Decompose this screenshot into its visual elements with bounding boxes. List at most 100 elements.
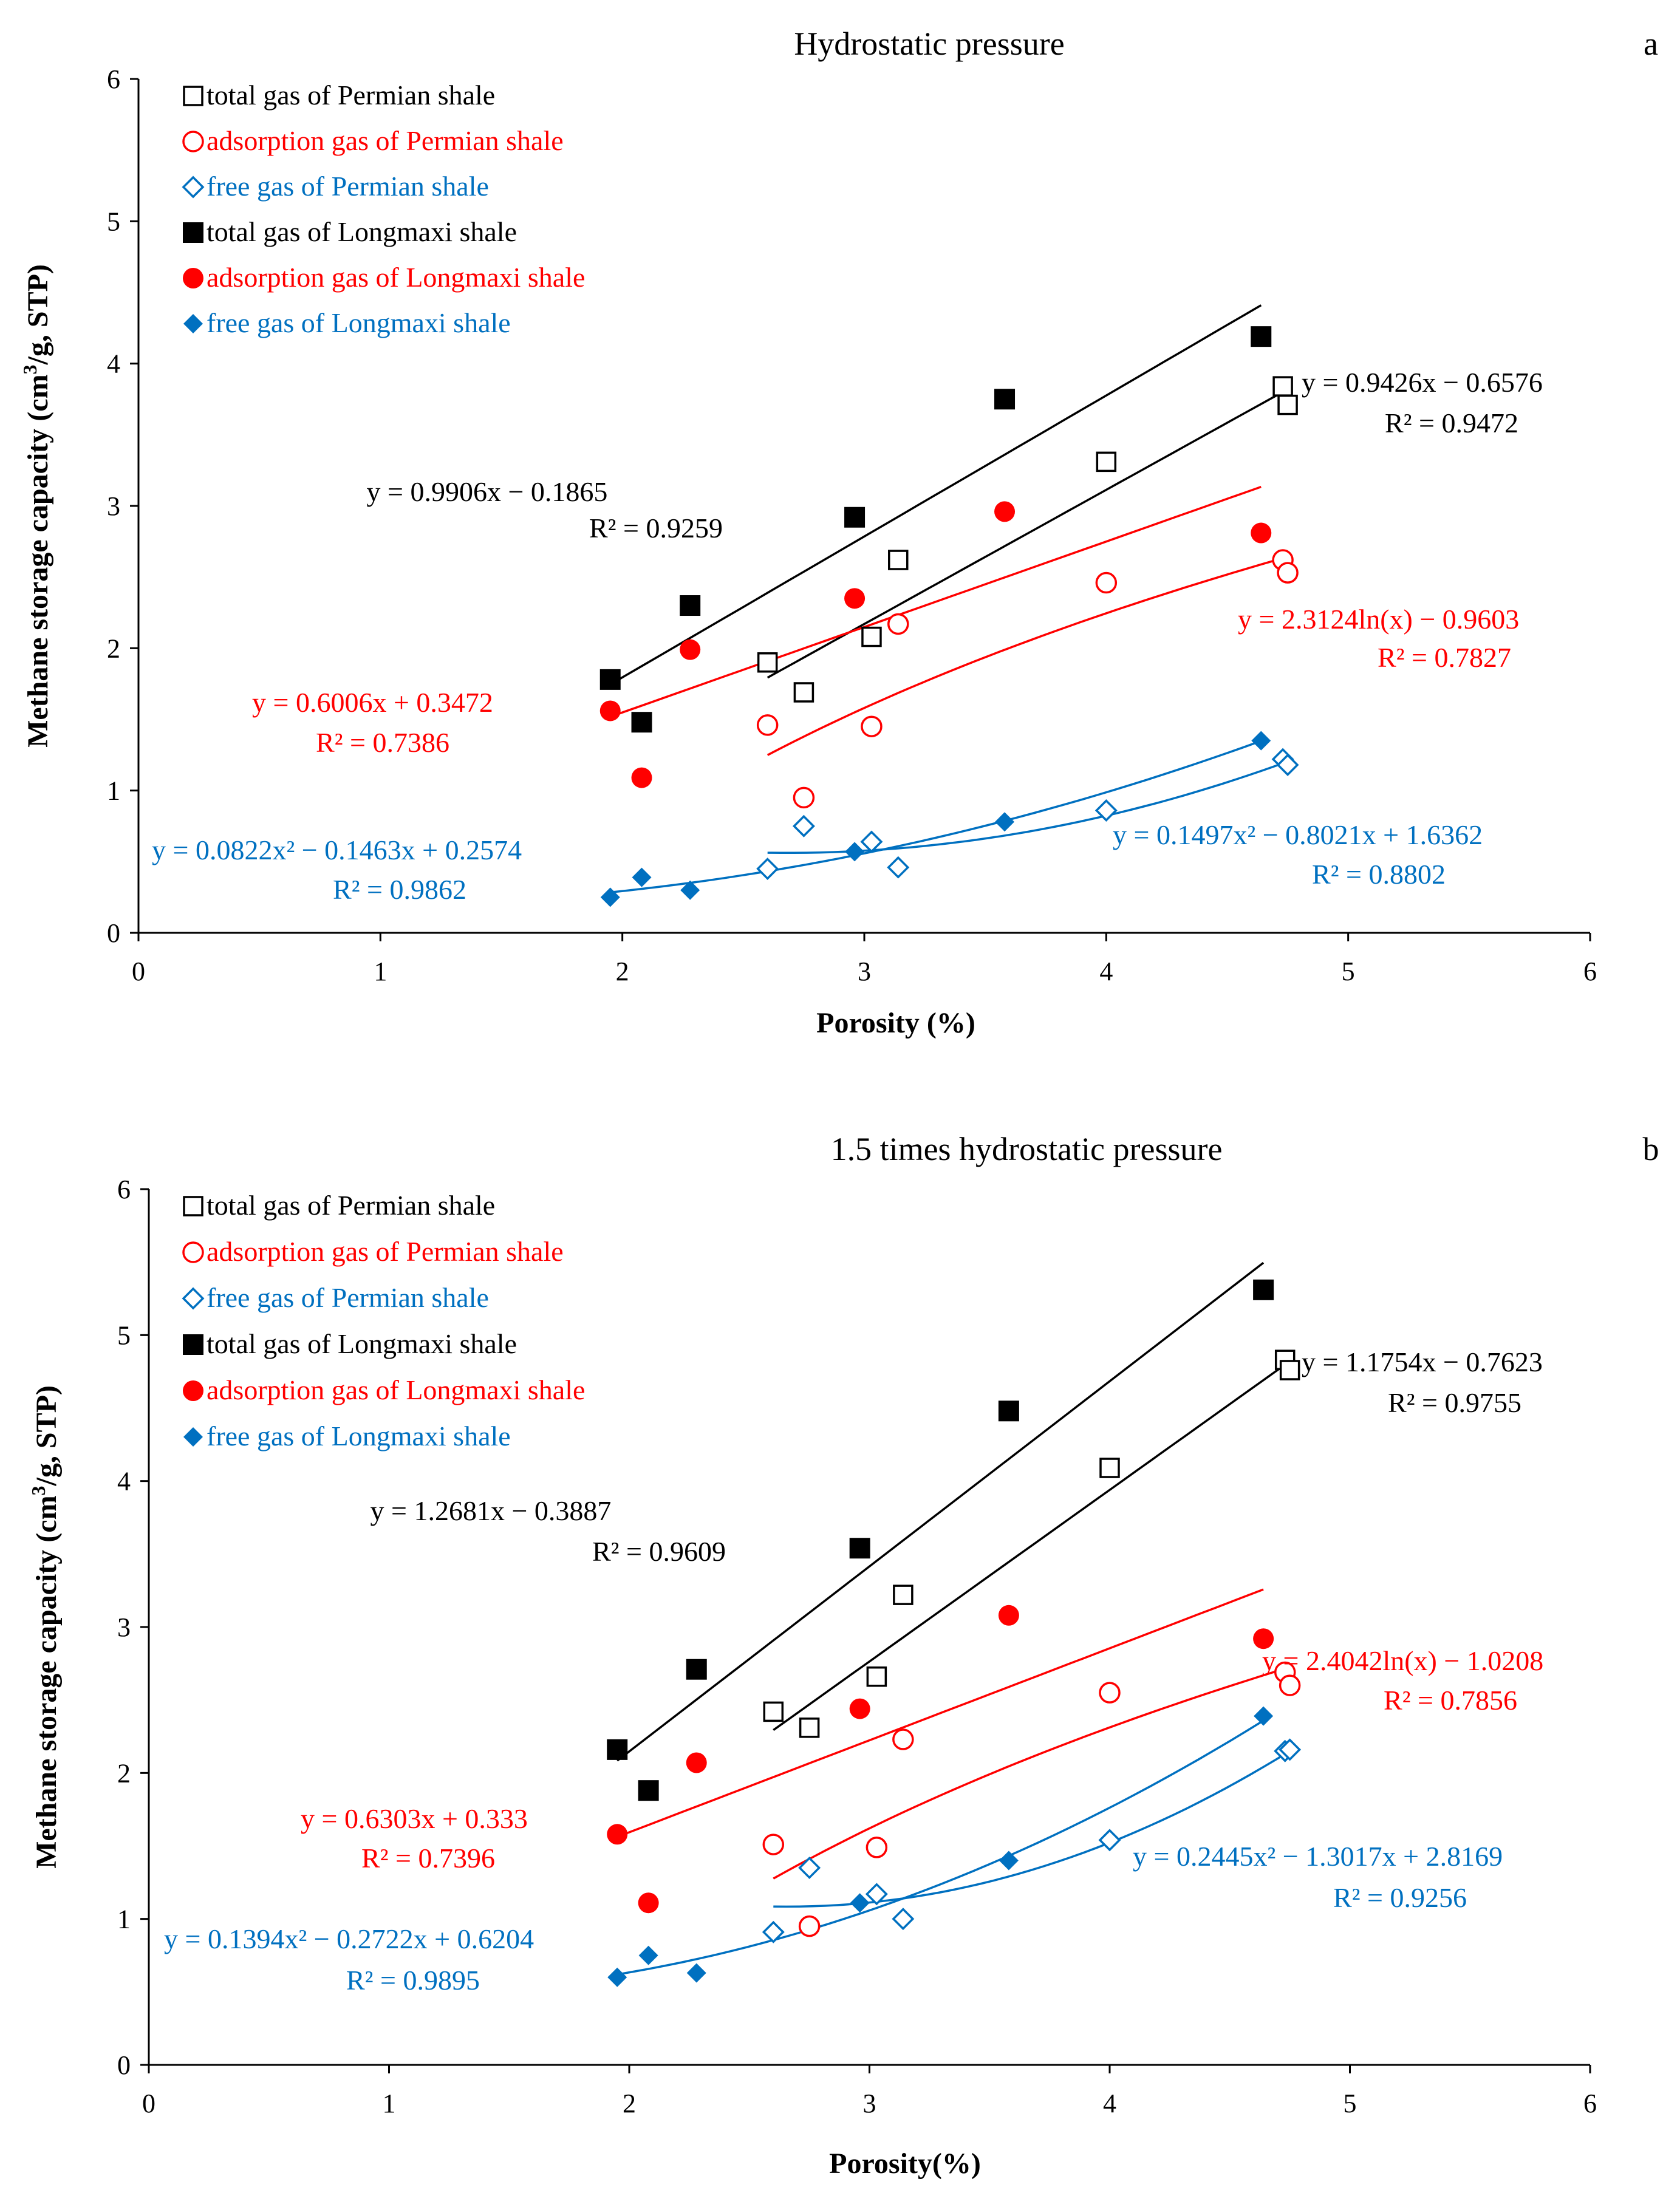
- fit-r-squared: R² = 0.7396: [361, 1843, 495, 1874]
- series-1: [762, 1661, 1301, 1937]
- series-1: [756, 549, 1299, 809]
- series-2: [762, 1738, 1302, 1943]
- y-tick-label: 6: [117, 1175, 131, 1204]
- data-point: [631, 712, 652, 733]
- series-0: [763, 1349, 1300, 1738]
- series-2: [756, 748, 1299, 881]
- data-point: [792, 814, 815, 837]
- y-axis-label: Methane storage capacity (cm3/g, STP): [19, 264, 54, 748]
- data-point: [1251, 522, 1272, 544]
- data-point: [632, 867, 652, 887]
- data-point: [1279, 1674, 1301, 1696]
- legend-label: adsorption gas of Longmaxi shale: [207, 262, 585, 293]
- legend-label: total gas of Permian shale: [207, 80, 495, 111]
- x-tick-label: 5: [1342, 957, 1355, 986]
- x-tick-label: 6: [1583, 957, 1597, 986]
- data-point: [1272, 376, 1293, 397]
- y-tick-label: 5: [107, 206, 120, 236]
- data-point: [680, 595, 701, 616]
- trendline: [616, 1588, 1264, 1838]
- data-point: [1254, 1706, 1274, 1726]
- y-tick-label: 4: [107, 349, 120, 379]
- data-point: [994, 501, 1016, 522]
- data-point: [762, 1920, 785, 1943]
- x-tick-label: 0: [132, 957, 145, 986]
- series-5: [607, 1706, 1274, 1987]
- series-0: [757, 376, 1298, 703]
- data-point: [1279, 1360, 1300, 1380]
- fit-equation: y = 0.2445x² − 1.3017x + 2.8169: [1133, 1841, 1503, 1872]
- data-point: [849, 1538, 870, 1559]
- data-point: [798, 1915, 821, 1937]
- legend-label: adsorption gas of Longmaxi shale: [207, 1374, 585, 1405]
- x-axis-label: Porosity (%): [816, 1007, 975, 1039]
- legend-marker: [182, 131, 204, 152]
- data-point: [866, 1837, 888, 1858]
- data-point: [1253, 1628, 1274, 1649]
- fit-r-squared: R² = 0.9755: [1388, 1387, 1521, 1418]
- y-tick-label: 2: [107, 633, 120, 663]
- x-tick-label: 2: [616, 957, 629, 986]
- y-tick-label: 1: [117, 1905, 131, 1934]
- fit-equation: y = 1.2681x − 0.3887: [370, 1495, 612, 1526]
- data-point: [631, 767, 652, 788]
- data-point: [599, 669, 621, 690]
- data-point: [793, 786, 815, 809]
- data-point: [844, 588, 866, 609]
- fit-equation: y = 0.1497x² − 0.8021x + 1.6362: [1113, 819, 1483, 850]
- data-point: [799, 1718, 820, 1738]
- trendline: [616, 1261, 1265, 1762]
- y-tick-label: 3: [107, 491, 120, 521]
- data-point: [1096, 451, 1117, 472]
- data-point: [995, 812, 1015, 832]
- legend-marker: [183, 314, 203, 333]
- fit-r-squared: R² = 0.8802: [1312, 859, 1446, 890]
- trendline: [616, 1719, 1265, 1976]
- data-point: [607, 1824, 628, 1845]
- data-point: [1099, 1682, 1121, 1704]
- y-axis-label: Methane storage capacity (cm3/g, STP): [27, 1385, 63, 1869]
- y-tick-label: 0: [107, 918, 120, 948]
- y-axis-label-part: Methane storage capacity (cm: [30, 1495, 63, 1868]
- series-3: [607, 1279, 1274, 1801]
- data-point: [866, 1666, 887, 1687]
- series-4: [607, 1605, 1274, 1914]
- data-point: [798, 1857, 821, 1880]
- x-tick-label: 5: [1344, 2089, 1357, 2118]
- fit-r-squared: R² = 0.9259: [589, 513, 723, 544]
- x-tick-label: 1: [374, 957, 387, 986]
- data-point: [1279, 1738, 1302, 1761]
- legend-label: adsorption gas of Permian shale: [207, 1236, 564, 1267]
- fit-r-squared: R² = 0.7856: [1384, 1685, 1517, 1716]
- fit-r-squared: R² = 0.9862: [333, 874, 466, 905]
- chart-panel-a: 0 1 2 3 4 5 6 0 1 2 3 4 5 6 Hydrostatic pressure a Poros…: [19, 26, 1658, 1039]
- legend-label: total gas of Longmaxi shale: [207, 216, 517, 247]
- y-tick-label: 4: [117, 1467, 131, 1496]
- data-point: [763, 1701, 784, 1722]
- data-point: [994, 389, 1016, 410]
- x-tick-label: 3: [858, 957, 871, 986]
- data-point: [844, 507, 866, 528]
- legend-label: free gas of Permian shale: [207, 171, 489, 202]
- legend-marker: [182, 176, 205, 199]
- data-point: [861, 626, 882, 647]
- data-point: [888, 550, 909, 570]
- fit-equation: y = 0.1394x² − 0.2722x + 0.6204: [164, 1923, 534, 1954]
- y-tick-label: 3: [117, 1612, 131, 1642]
- x-tick-label: 3: [863, 2089, 876, 2118]
- data-point: [999, 1851, 1019, 1871]
- data-point: [756, 714, 779, 736]
- data-point: [849, 1698, 870, 1719]
- legend-marker: [183, 1427, 203, 1447]
- fit-equation: y = 0.6006x + 0.3472: [252, 687, 493, 718]
- x-tick-label: 4: [1103, 2089, 1116, 2118]
- x-tick-label: 4: [1099, 957, 1113, 986]
- fit-equation: y = 1.1754x − 0.7623: [1302, 1346, 1543, 1377]
- data-point: [686, 1752, 707, 1773]
- data-point: [892, 1728, 914, 1750]
- data-point: [686, 1963, 706, 1983]
- legend-label: total gas of Permian shale: [207, 1190, 495, 1221]
- x-tick-label: 1: [383, 2089, 396, 2118]
- legend-marker: [183, 1334, 203, 1355]
- data-point: [1277, 394, 1298, 415]
